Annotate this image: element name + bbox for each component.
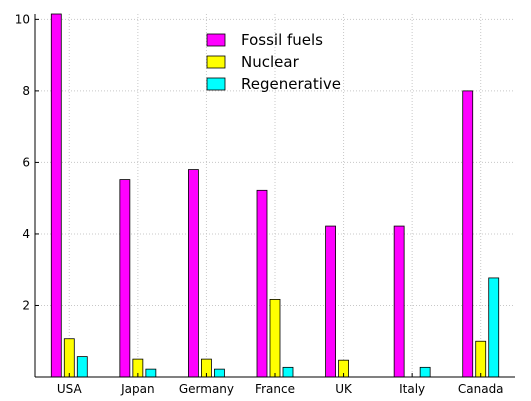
legend-swatch-fossil-fuels bbox=[207, 34, 225, 46]
x-tick-label: Japan bbox=[120, 382, 154, 396]
legend-label: Fossil fuels bbox=[241, 31, 323, 49]
bar-regenerative-usa bbox=[77, 357, 87, 377]
bar-fossil-fuels-uk bbox=[326, 226, 336, 377]
y-tick-label: 4 bbox=[22, 227, 30, 241]
x-tick-label: USA bbox=[57, 382, 83, 396]
legend-label: Nuclear bbox=[241, 53, 300, 71]
bar-nuclear-france bbox=[270, 299, 280, 377]
x-tick-label: Germany bbox=[179, 382, 234, 396]
bar-fossil-fuels-canada bbox=[463, 91, 473, 377]
bar-regenerative-canada bbox=[489, 278, 499, 377]
bar-fossil-fuels-germany bbox=[188, 170, 198, 377]
bar-regenerative-germany bbox=[214, 369, 224, 377]
x-tick-label: France bbox=[255, 382, 295, 396]
y-tick-label: 2 bbox=[22, 298, 30, 312]
bar-fossil-fuels-france bbox=[257, 190, 267, 377]
x-tick-labels: USA Japan Germany France UK Italy Canada bbox=[57, 382, 504, 396]
legend-swatch-regenerative bbox=[207, 78, 225, 90]
bar-nuclear-canada bbox=[476, 341, 486, 377]
legend: Fossil fuels Nuclear Regenerative bbox=[207, 31, 341, 93]
legend-swatch-nuclear bbox=[207, 56, 225, 68]
bar-regenerative-france bbox=[283, 367, 293, 377]
bar-nuclear-usa bbox=[64, 339, 74, 377]
y-tick-labels: 2 4 6 8 10 bbox=[15, 12, 30, 312]
bar-fossil-fuels-usa bbox=[51, 14, 61, 377]
x-tick-label: Italy bbox=[399, 382, 425, 396]
y-tick-label: 10 bbox=[15, 12, 30, 26]
bar-regenerative-japan bbox=[146, 369, 156, 377]
x-tick-label: Canada bbox=[458, 382, 504, 396]
legend-label: Regenerative bbox=[241, 75, 341, 93]
bar-regenerative-italy bbox=[420, 367, 430, 377]
x-tick-label: UK bbox=[335, 382, 353, 396]
bar-fossil-fuels-japan bbox=[120, 180, 130, 377]
y-tick-label: 8 bbox=[22, 84, 30, 98]
bar-fossil-fuels-italy bbox=[394, 226, 404, 377]
y-tick-label: 6 bbox=[22, 155, 30, 169]
